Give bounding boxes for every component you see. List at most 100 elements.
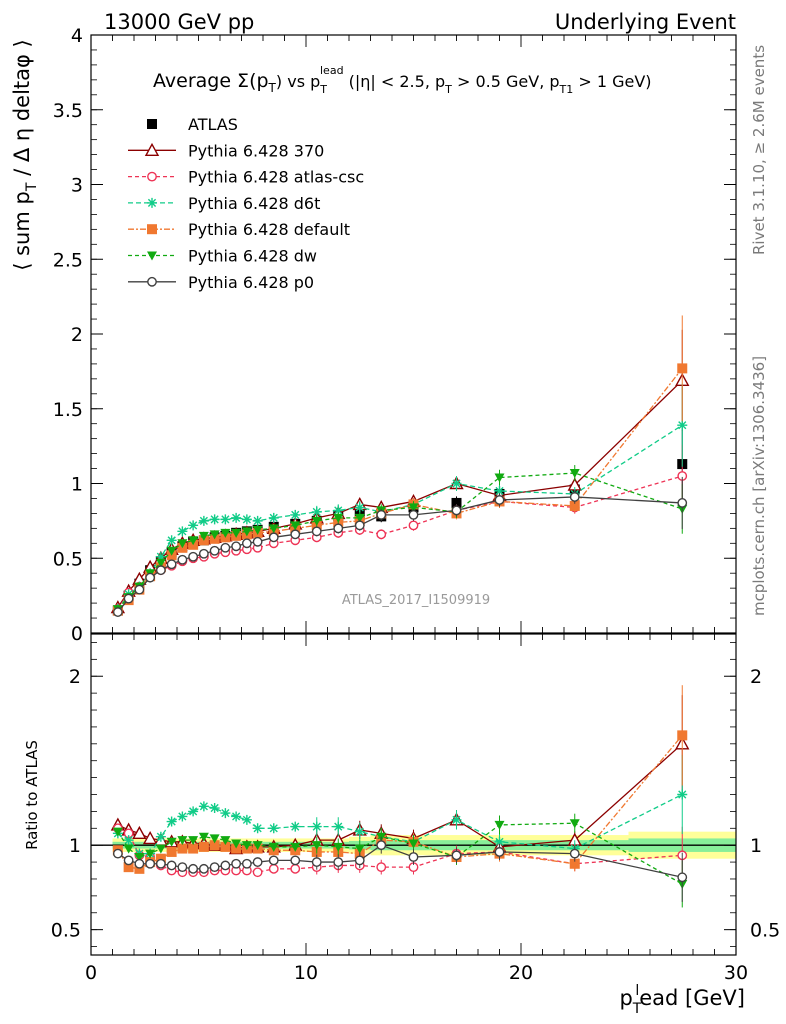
legend-marker: [147, 224, 157, 235]
ratio-point: [166, 860, 177, 871]
data-point: [354, 502, 365, 513]
ratio-point: [252, 867, 263, 878]
title-rest: (|η| < 2.5, p: [344, 72, 446, 91]
data-point: [451, 497, 462, 508]
series-line-pythia-6-428-default: [117, 367, 683, 612]
ratio-point: [677, 789, 688, 800]
series-pythia-6-428-dw: [112, 465, 688, 615]
ratio-point: [376, 840, 387, 851]
data-point: [677, 363, 688, 374]
legend-marker: [147, 119, 157, 129]
data-point: [290, 521, 301, 531]
data-point: [677, 420, 688, 431]
title-sub3: T: [444, 83, 452, 96]
series-pythia-6-428-370: [110, 329, 690, 614]
data-point: [376, 509, 387, 520]
x-tick-label: 10: [294, 962, 318, 984]
main-y-tick-label: 3.5: [53, 100, 83, 122]
data-point: [311, 526, 322, 537]
legend-marker: [147, 197, 157, 208]
ratio-y-tick-label-right: 2: [750, 666, 762, 688]
ratio-point: [209, 862, 220, 873]
legend-entry-pythia-6-428-atlas-csc: Pythia 6.428 atlas-csc: [128, 168, 364, 187]
ratio-point: [188, 863, 199, 874]
data-point: [198, 531, 209, 541]
data-point: [268, 512, 279, 523]
data-point: [451, 505, 462, 516]
ratio-point: [155, 853, 166, 864]
data-point: [290, 509, 301, 520]
series-pythia-6-428-atlas-csc: [112, 444, 688, 614]
ratio-point: [376, 862, 387, 873]
ratio-point: [177, 843, 188, 854]
ratio-point: [220, 836, 231, 846]
data-point: [252, 515, 263, 526]
ratio-point: [209, 834, 220, 844]
title-rest2: > 0.5 GeV, p: [452, 72, 560, 91]
data-point: [451, 478, 462, 489]
ratio-point: [569, 848, 580, 859]
title-sup: lead: [320, 64, 344, 77]
main-y-tick-label: 2: [71, 324, 83, 346]
ratio-point: [177, 836, 188, 846]
data-point: [494, 473, 505, 483]
ratio-point: [134, 853, 145, 863]
ratio-point: [166, 846, 177, 857]
ratio-point: [123, 844, 134, 854]
data-point: [231, 512, 242, 523]
ratio-point: [494, 847, 505, 857]
legend-marker: [147, 276, 157, 287]
series-line-pythia-6-428-370: [117, 379, 683, 608]
title-sub1: T: [268, 81, 277, 95]
ylabel-sub: T: [24, 182, 40, 192]
ratio-point: [166, 837, 177, 847]
data-point: [188, 551, 199, 562]
ratio-y-tick-label: 2: [69, 666, 81, 688]
ratio-point: [252, 823, 263, 834]
ratio-point: [198, 863, 209, 874]
data-point: [231, 541, 242, 552]
data-point: [134, 584, 145, 595]
data-point: [220, 542, 231, 553]
ratio-point: [677, 872, 688, 883]
main-y-tick-label: 0: [71, 623, 83, 645]
ratio-point: [123, 855, 134, 866]
ratio-point: [241, 858, 252, 869]
title-rest3: > 1 GeV): [573, 72, 651, 91]
series-pythia-6-428-default: [112, 315, 688, 616]
ratio-axes: 0.5 0.51 12 20 10 20 30: [51, 634, 780, 984]
x-axis-label: pTlead [GeV]: [619, 983, 745, 1017]
main-y-axis-label: ⟨ sum pT / Δ η deltaφ ⟩: [10, 39, 40, 271]
legend-label: Pythia 6.428 dw: [188, 247, 317, 266]
main-y-tick-label: 0.5: [53, 548, 83, 570]
data-point: [241, 527, 252, 537]
data-point: [123, 593, 134, 604]
main-y-axis: 0 0.5 1 1.5 2 2.5 3 3.5 4: [53, 25, 737, 645]
ratio-point: [311, 841, 322, 851]
legend-label: ATLAS: [188, 115, 238, 134]
data-point: [177, 526, 188, 537]
ratio-series-pythia-6-428-dw: [112, 813, 688, 908]
ratio-point: [354, 844, 365, 854]
title-sub4: T1: [559, 83, 574, 96]
data-point: [677, 498, 688, 508]
mcplots-label: mcplots.cern.ch [arXiv:1306.3436]: [750, 356, 768, 616]
ratio-point: [231, 839, 242, 849]
ratio-point: [252, 841, 263, 851]
ratio-point: [134, 858, 145, 869]
data-point: [252, 536, 263, 547]
data-point: [145, 572, 156, 583]
data-point: [166, 559, 177, 570]
legend-entry-atlas: ATLAS: [147, 115, 238, 134]
watermark: ATLAS_2017_I1509919: [342, 593, 490, 608]
ratio-point: [198, 832, 209, 842]
ratio-point: [123, 862, 134, 873]
legend-entry-pythia-6-428-dw: Pythia 6.428 dw: [128, 247, 317, 266]
ratio-point: [333, 842, 344, 852]
ratio-point: [494, 820, 505, 830]
ratio-point: [408, 852, 419, 862]
ratio-point: [220, 841, 231, 852]
ratio-point: [188, 806, 199, 817]
ratio-point: [569, 819, 580, 829]
